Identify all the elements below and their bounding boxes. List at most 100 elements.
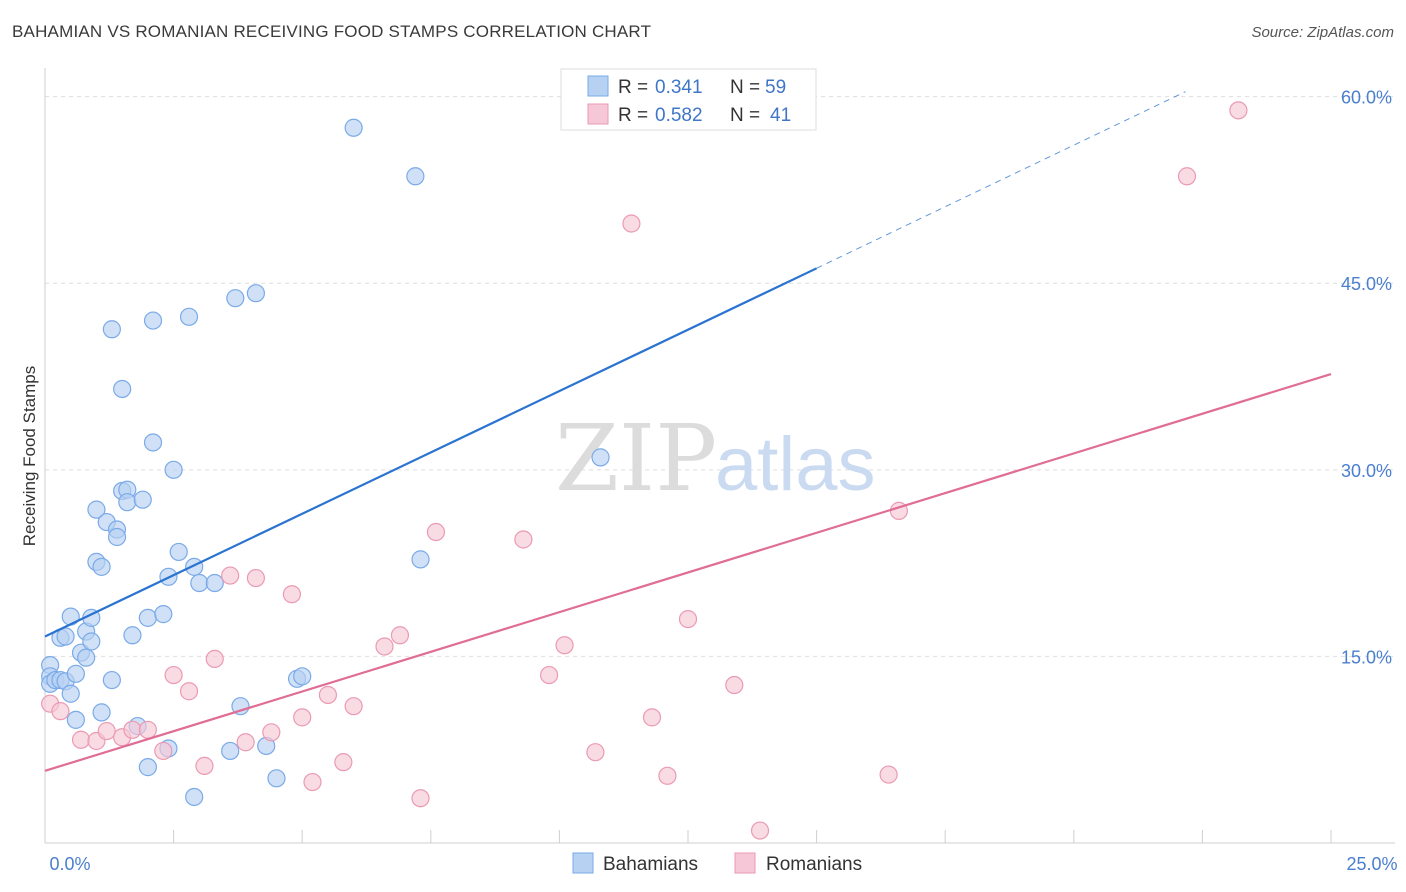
point-bahamians-40 (164, 460, 183, 479)
point-bahamians-11 (66, 710, 85, 729)
point-bahamians-58 (591, 448, 610, 467)
y-tick-label-2: 45.0% (1341, 274, 1392, 294)
point-bahamians-33 (138, 608, 157, 627)
point-romanians-14 (236, 733, 255, 752)
legend-n-value-bahamians: 59 (765, 77, 786, 98)
point-bahamians-57 (411, 550, 430, 569)
point-romanians-40 (1229, 101, 1248, 120)
point-romanians-19 (303, 772, 322, 792)
point-romanians-16 (262, 723, 281, 742)
point-bahamians-9 (61, 684, 80, 703)
y-tick-label-0: 15.0% (1341, 647, 1392, 667)
point-bahamians-55 (344, 118, 363, 137)
point-bahamians-50 (246, 284, 266, 303)
point-bahamians-45 (190, 573, 209, 593)
legend-r-value-bahamians: 0.341 (655, 77, 703, 98)
legend-swatch-bahamians (587, 75, 609, 97)
legend-r-label-romanians: R = (618, 105, 648, 126)
trendline-extension-bahamians (816, 91, 1186, 269)
y-axis-label: Receiving Food Stamps (20, 366, 39, 546)
point-bahamians-29 (118, 493, 137, 512)
point-bahamians-34 (138, 758, 157, 777)
watermark-zip: ZIP (555, 405, 717, 512)
point-romanians-17 (282, 585, 302, 604)
point-romanians-10 (179, 682, 199, 701)
point-romanians-21 (334, 753, 353, 772)
point-romanians-28 (540, 665, 559, 685)
trendline-bahamians (44, 267, 818, 638)
point-romanians-29 (555, 636, 574, 655)
point-romanians-36 (750, 821, 770, 840)
legend-n-value-romanians: 41 (770, 105, 791, 126)
point-romanians-11 (195, 756, 214, 775)
axes (44, 68, 1395, 844)
y-tick-label-1: 30.0% (1341, 461, 1392, 481)
x-tick-label-max: 25.0% (1346, 854, 1397, 874)
point-bahamians-14 (77, 648, 96, 667)
bottom-legend-label-romanians: Romanians (766, 854, 862, 875)
point-bahamians-36 (143, 433, 163, 452)
point-bahamians-46 (205, 573, 224, 593)
point-romanians-34 (678, 609, 698, 629)
point-romanians-7 (138, 720, 157, 739)
point-romanians-23 (375, 637, 394, 656)
point-romanians-9 (164, 665, 183, 685)
point-bahamians-35 (143, 311, 163, 330)
bottom-legend-swatch-romanians (734, 852, 756, 874)
point-romanians-33 (658, 766, 677, 785)
point-bahamians-48 (226, 289, 245, 308)
point-romanians-22 (344, 697, 363, 716)
watermark: ZIP atlas (555, 405, 876, 512)
watermark-atlas: atlas (715, 422, 876, 507)
point-bahamians-54 (293, 667, 312, 686)
trendline-romanians (44, 372, 1332, 772)
point-bahamians-32 (133, 490, 152, 509)
trend-lines (44, 91, 1332, 772)
legend-n-label-bahamians: N = (730, 77, 760, 98)
point-bahamians-10 (66, 664, 85, 683)
point-bahamians-23 (102, 670, 121, 690)
point-bahamians-44 (185, 557, 204, 576)
point-romanians-24 (390, 626, 410, 645)
point-bahamians-41 (169, 542, 188, 562)
legend-r-label-bahamians: R = (618, 77, 648, 98)
data-points (41, 101, 1248, 840)
point-romanians-13 (221, 566, 240, 585)
point-romanians-2 (71, 730, 91, 749)
point-romanians-6 (123, 720, 142, 739)
x-tick-label-min: 0.0% (49, 854, 90, 874)
point-romanians-26 (426, 522, 446, 542)
point-bahamians-49 (231, 697, 250, 716)
point-bahamians-42 (179, 307, 199, 326)
point-romanians-25 (411, 789, 430, 808)
point-romanians-12 (205, 649, 224, 669)
point-bahamians-19 (92, 557, 111, 576)
point-romanians-30 (586, 743, 605, 762)
point-bahamians-6 (56, 627, 75, 646)
point-romanians-39 (1177, 167, 1197, 186)
point-romanians-1 (51, 702, 70, 721)
point-romanians-8 (154, 741, 173, 761)
point-bahamians-56 (406, 167, 425, 186)
correlation-legend: R = 0.341 N = 59 R = 0.582 N = 41 (560, 68, 817, 131)
chart-title: BAHAMIAN VS ROMANIAN RECEIVING FOOD STAM… (12, 22, 652, 41)
point-romanians-37 (879, 765, 898, 784)
point-bahamians-18 (87, 500, 106, 519)
bottom-legend-swatch-bahamians (572, 852, 594, 874)
point-romanians-15 (246, 568, 266, 588)
point-bahamians-47 (221, 741, 240, 761)
point-bahamians-20 (92, 703, 111, 722)
point-romanians-20 (318, 685, 338, 705)
y-tick-labels: 15.0% 30.0% 45.0% 60.0% (1341, 88, 1392, 668)
series-legend: Bahamians Romanians (572, 852, 862, 875)
point-bahamians-26 (113, 379, 132, 399)
point-bahamians-22 (102, 320, 121, 339)
point-romanians-18 (293, 708, 312, 727)
point-bahamians-25 (107, 527, 127, 547)
source-label: Source: ZipAtlas.com (1251, 24, 1394, 41)
point-bahamians-37 (154, 605, 173, 624)
point-bahamians-16 (82, 632, 101, 651)
bottom-legend-label-bahamians: Bahamians (603, 854, 698, 875)
point-romanians-35 (725, 675, 744, 695)
